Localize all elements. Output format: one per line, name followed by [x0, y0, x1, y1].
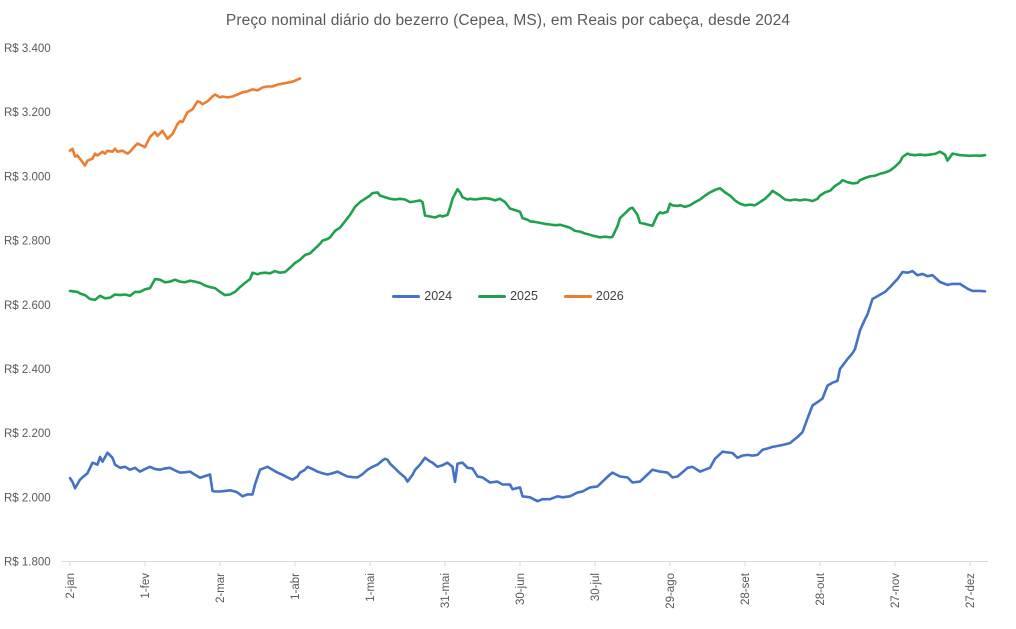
x-tick-label: 29-ago [665, 573, 677, 609]
y-tick-label: R$ 2.200 [4, 428, 51, 440]
x-axis-labels: 2-jan 1-fev 2-mar 1-abr 1-mai 31-mai 30-jun 30-… [65, 561, 977, 609]
y-tick-label: R$ 2.400 [4, 364, 51, 376]
x-tick-label: 2-jan [65, 573, 77, 599]
x-tick-label: 1-mai [365, 573, 377, 602]
x-tick-label: 30-jul [590, 573, 602, 601]
x-tick-label: 28-set [740, 572, 752, 605]
x-tick-label: 2-mar [215, 573, 227, 603]
y-tick-label: R$ 3.000 [4, 171, 51, 183]
y-tick-label: R$ 2.600 [4, 300, 51, 312]
x-tick-label: 28-out [815, 572, 827, 605]
y-tick-label: R$ 1.800 [4, 557, 51, 569]
y-tick-label: R$ 3.200 [4, 107, 51, 119]
y-axis-labels: R$ 3.400 R$ 3.200 R$ 3.000 R$ 2.800 R$ 2.600… [4, 43, 51, 569]
x-tick-label: 30-jun [515, 573, 527, 605]
y-tick-label: R$ 2.000 [4, 492, 51, 504]
x-tick-label: 27-nov [890, 573, 902, 608]
x-tick-label: 1-abr [290, 573, 302, 600]
chart-title: Preço nominal diário do bezerro (Cepea, … [225, 12, 791, 29]
series-line-2026 [68, 77, 302, 167]
series-line-2025 [68, 150, 987, 302]
series-line-2024 [68, 269, 987, 503]
x-tick-label: 31-mai [440, 573, 452, 608]
x-tick-label: 27-dez [965, 573, 977, 608]
y-tick-label: R$ 2.800 [4, 236, 51, 248]
x-tick-label: 1-fev [140, 573, 152, 599]
y-tick-label: R$ 3.400 [4, 43, 51, 55]
